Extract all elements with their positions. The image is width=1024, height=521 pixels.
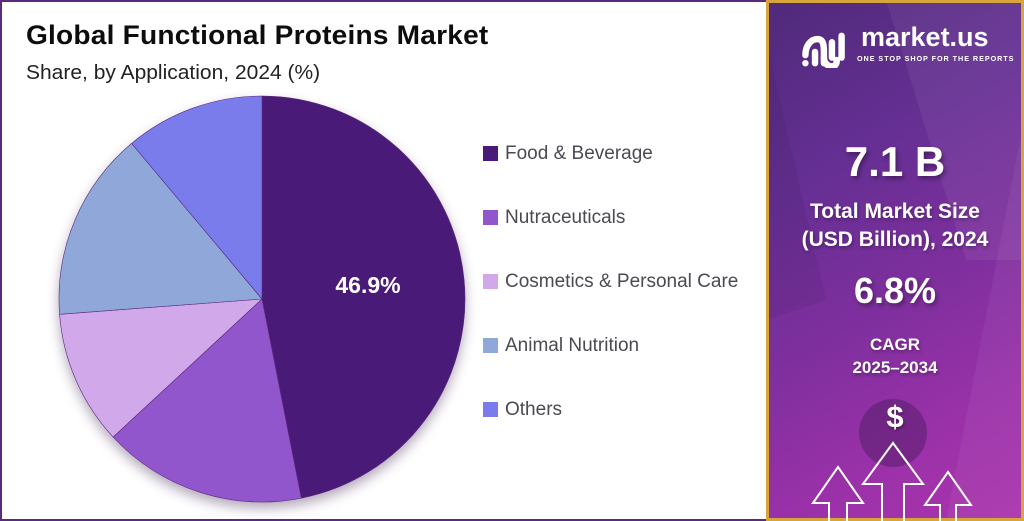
svg-text:$: $ (886, 399, 903, 434)
svg-text:46.9%: 46.9% (335, 272, 400, 298)
